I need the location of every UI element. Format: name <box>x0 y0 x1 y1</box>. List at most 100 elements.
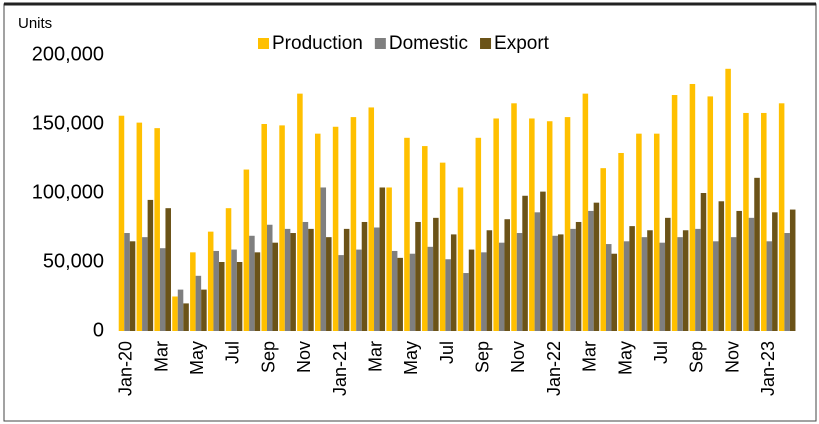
bar <box>707 96 714 332</box>
bar <box>356 249 362 331</box>
bar <box>201 289 207 331</box>
bar <box>481 252 487 331</box>
bar <box>308 228 314 331</box>
bar <box>243 169 250 331</box>
x-tick-label: Jul <box>437 341 457 364</box>
bar <box>511 103 517 331</box>
bar <box>784 233 790 331</box>
bar <box>129 241 136 331</box>
bar <box>361 221 368 331</box>
x-tick-label: Mar <box>151 341 171 372</box>
y-tick-label: 150,000 <box>32 112 104 134</box>
x-tick-label: May <box>615 341 635 375</box>
bar <box>195 275 202 331</box>
x-tick-label: Sep <box>473 341 493 373</box>
bar <box>374 227 380 331</box>
bar <box>142 237 148 331</box>
bar <box>748 217 755 331</box>
bar <box>689 83 696 331</box>
x-tick-label: Sep <box>687 341 707 373</box>
bar <box>379 187 386 331</box>
bar <box>350 117 357 331</box>
x-tick-label: May <box>401 341 421 375</box>
legend-label: Export <box>494 33 550 54</box>
bar <box>254 252 261 331</box>
bar <box>249 235 255 331</box>
x-tick-label: May <box>187 341 207 375</box>
bar <box>486 230 493 331</box>
x-tick-label: Mar <box>365 341 385 372</box>
bar <box>575 221 582 331</box>
bar <box>124 233 130 331</box>
bar <box>641 237 648 331</box>
bar <box>653 133 660 331</box>
bar <box>118 115 125 331</box>
x-tick-label: Jan-21 <box>330 341 350 396</box>
y-tick-label: 50,000 <box>43 250 104 272</box>
bar <box>682 230 689 331</box>
bar <box>552 235 558 331</box>
bar <box>647 230 653 331</box>
x-tick-label: Nov <box>722 341 742 373</box>
bar <box>605 244 612 331</box>
bar <box>409 253 416 331</box>
bar <box>468 249 475 331</box>
bar <box>493 118 499 331</box>
bar <box>218 262 225 331</box>
bar <box>136 122 143 332</box>
bar <box>261 124 267 331</box>
x-tick-label: Jan-20 <box>116 341 136 396</box>
bar <box>450 234 457 331</box>
bar <box>404 137 410 331</box>
x-tick-label: Jul <box>223 341 243 364</box>
x-tick-label: Nov <box>294 341 314 373</box>
bar <box>582 93 589 331</box>
bar <box>433 217 439 331</box>
bar <box>172 296 178 331</box>
bar <box>332 126 339 331</box>
bar <box>147 199 154 331</box>
x-tick-label: Sep <box>258 341 278 373</box>
x-tick-label: Mar <box>580 341 600 372</box>
bar <box>588 210 594 331</box>
bar <box>368 107 375 331</box>
bar <box>540 191 546 331</box>
legend-swatch <box>258 38 269 49</box>
bar <box>236 262 243 331</box>
bar <box>326 237 332 331</box>
bar <box>772 212 778 331</box>
bar <box>290 233 296 331</box>
bar <box>546 121 553 332</box>
legend-swatch <box>374 38 386 49</box>
bar <box>736 210 742 331</box>
bar <box>570 228 576 331</box>
bar <box>391 250 398 331</box>
bar <box>718 201 725 331</box>
bar <box>516 233 523 331</box>
bar <box>611 253 618 331</box>
bar <box>266 224 273 331</box>
bar <box>725 68 731 332</box>
bar <box>297 93 303 331</box>
bar <box>415 221 421 331</box>
bar <box>314 133 321 331</box>
bar <box>754 177 760 331</box>
bar <box>386 187 392 331</box>
bar <box>457 187 464 331</box>
x-tick-label: Nov <box>508 341 528 373</box>
y-tick-label: 0 <box>93 319 104 341</box>
bar <box>343 228 350 331</box>
bar <box>730 237 737 331</box>
y-axis-label: Units <box>18 15 52 32</box>
bar <box>284 228 291 331</box>
bar <box>557 234 564 331</box>
bar <box>636 133 642 331</box>
bar <box>671 95 678 332</box>
bar <box>713 241 719 331</box>
y-tick-label: 100,000 <box>32 181 104 203</box>
legend-label: Domestic <box>389 33 468 54</box>
legend-swatch <box>480 38 492 49</box>
bar <box>177 289 184 331</box>
bar <box>225 208 232 331</box>
